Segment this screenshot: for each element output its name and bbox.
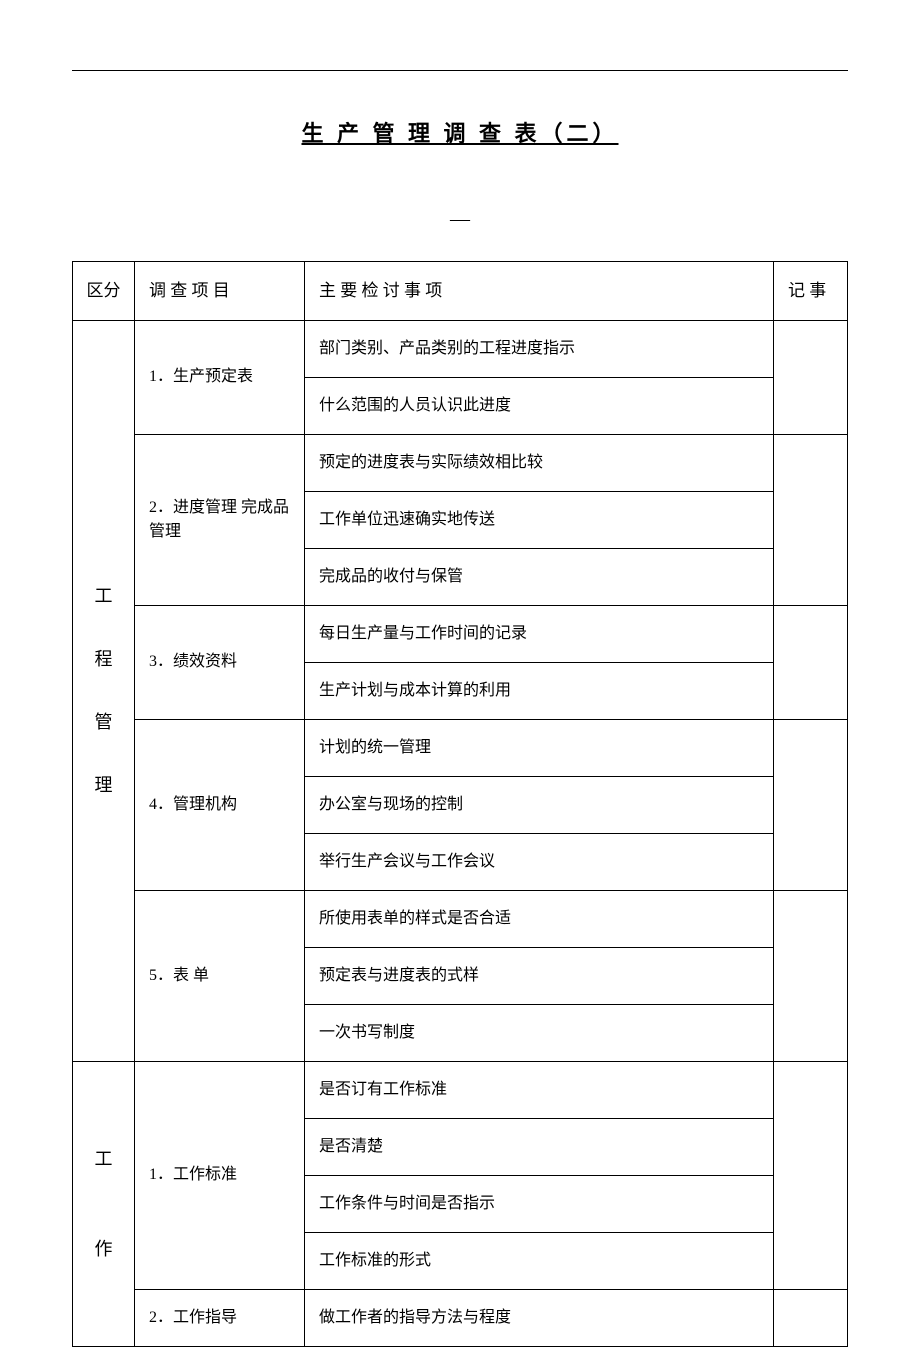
header-item: 调 查 项 目 bbox=[135, 262, 305, 321]
cat1-char: 理 bbox=[83, 754, 124, 817]
check-cell: 做工作者的指导方法与程度 bbox=[305, 1289, 774, 1346]
cat1-char: 管 bbox=[83, 691, 124, 754]
note-cell bbox=[774, 320, 848, 434]
check-cell: 预定的进度表与实际绩效相比较 bbox=[305, 434, 774, 491]
check-cell: 所使用表单的样式是否合适 bbox=[305, 890, 774, 947]
note-cell bbox=[774, 1289, 848, 1346]
item-cell: 1．生产预定表 bbox=[135, 320, 305, 434]
check-cell: 举行生产会议与工作会议 bbox=[305, 833, 774, 890]
header-note: 记 事 bbox=[774, 262, 848, 321]
title-dash: — bbox=[72, 208, 848, 231]
table-row: 2．工作指导 做工作者的指导方法与程度 bbox=[73, 1289, 848, 1346]
check-cell: 办公室与现场的控制 bbox=[305, 776, 774, 833]
category-cell-1: 工 程 管 理 bbox=[73, 320, 135, 1061]
check-cell: 是否订有工作标准 bbox=[305, 1061, 774, 1118]
check-cell: 一次书写制度 bbox=[305, 1004, 774, 1061]
note-cell bbox=[774, 890, 848, 1061]
note-cell bbox=[774, 434, 848, 605]
check-cell: 工作标准的形式 bbox=[305, 1232, 774, 1289]
check-cell: 部门类别、产品类别的工程进度指示 bbox=[305, 320, 774, 377]
item-cell: 1．工作标准 bbox=[135, 1061, 305, 1289]
item-cell: 3．绩效资料 bbox=[135, 605, 305, 719]
top-rule bbox=[72, 70, 848, 71]
table-row: 工 作 1．工作标准 是否订有工作标准 bbox=[73, 1061, 848, 1118]
check-cell: 生产计划与成本计算的利用 bbox=[305, 662, 774, 719]
table-row: 5．表 单 所使用表单的样式是否合适 bbox=[73, 890, 848, 947]
check-cell: 完成品的收付与保管 bbox=[305, 548, 774, 605]
item-cell: 2．工作指导 bbox=[135, 1289, 305, 1346]
table-row: 2．进度管理 完成品管理 预定的进度表与实际绩效相比较 bbox=[73, 434, 848, 491]
survey-table: 区分 调 查 项 目 主 要 检 讨 事 项 记 事 工 程 管 理 1．生产预… bbox=[72, 261, 848, 1347]
cat2-char: 作 bbox=[83, 1204, 124, 1294]
table-header-row: 区分 调 查 项 目 主 要 检 讨 事 项 记 事 bbox=[73, 262, 848, 321]
item-cell: 4．管理机构 bbox=[135, 719, 305, 890]
check-cell: 计划的统一管理 bbox=[305, 719, 774, 776]
check-cell: 是否清楚 bbox=[305, 1118, 774, 1175]
item-cell: 2．进度管理 完成品管理 bbox=[135, 434, 305, 605]
cat1-char: 程 bbox=[83, 628, 124, 691]
item-cell: 5．表 单 bbox=[135, 890, 305, 1061]
note-cell bbox=[774, 605, 848, 719]
table-row: 4．管理机构 计划的统一管理 bbox=[73, 719, 848, 776]
header-check: 主 要 检 讨 事 项 bbox=[305, 262, 774, 321]
header-category: 区分 bbox=[73, 262, 135, 321]
check-cell: 工作条件与时间是否指示 bbox=[305, 1175, 774, 1232]
check-cell: 每日生产量与工作时间的记录 bbox=[305, 605, 774, 662]
check-cell: 工作单位迅速确实地传送 bbox=[305, 491, 774, 548]
category-cell-2: 工 作 bbox=[73, 1061, 135, 1346]
cat2-char: 工 bbox=[83, 1114, 124, 1204]
check-cell: 预定表与进度表的式样 bbox=[305, 947, 774, 1004]
cat1-char: 工 bbox=[83, 565, 124, 628]
table-row: 3．绩效资料 每日生产量与工作时间的记录 bbox=[73, 605, 848, 662]
check-cell: 什么范围的人员认识此进度 bbox=[305, 377, 774, 434]
note-cell bbox=[774, 719, 848, 890]
page-title: 生 产 管 理 调 查 表（二） bbox=[72, 116, 848, 148]
note-cell bbox=[774, 1061, 848, 1289]
table-row: 工 程 管 理 1．生产预定表 部门类别、产品类别的工程进度指示 bbox=[73, 320, 848, 377]
